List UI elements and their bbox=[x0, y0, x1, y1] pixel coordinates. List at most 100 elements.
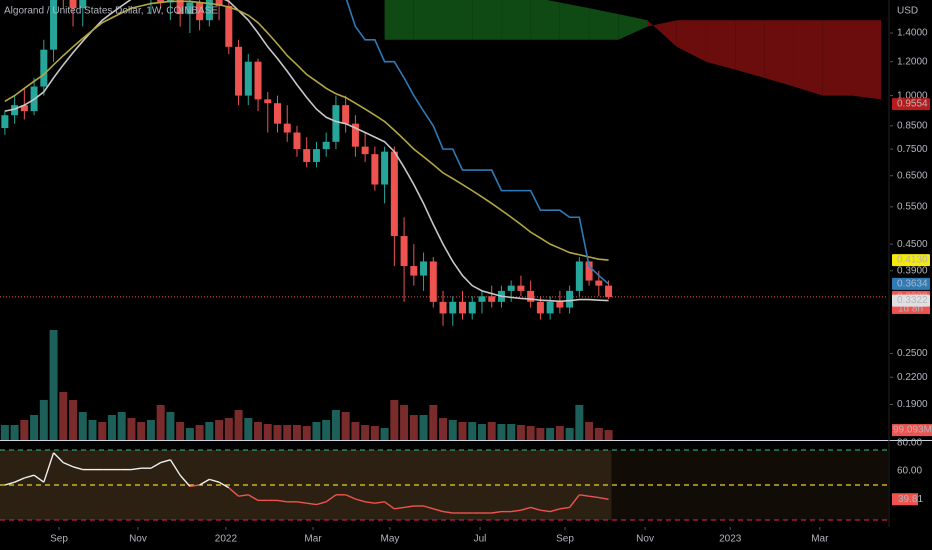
rsi-segment bbox=[579, 494, 590, 497]
candle-body bbox=[429, 261, 437, 302]
rsi-segment bbox=[43, 452, 55, 483]
volume-bar bbox=[370, 426, 379, 440]
rsi-badge-label: 39.81 bbox=[898, 494, 923, 505]
candle-body bbox=[50, 0, 58, 50]
volume-bar bbox=[205, 422, 214, 440]
candle-body bbox=[566, 290, 574, 308]
rsi-segment bbox=[63, 461, 74, 468]
volume-bar bbox=[156, 405, 165, 440]
price-pane bbox=[0, 0, 888, 440]
volume-bar bbox=[429, 405, 438, 440]
candle-body bbox=[196, 2, 204, 21]
volume-bar bbox=[146, 420, 155, 440]
candle-body bbox=[312, 149, 320, 162]
x-tick-label: Nov bbox=[129, 534, 147, 545]
price-badge bbox=[892, 277, 930, 290]
rsi-segment bbox=[559, 506, 570, 510]
volume-bar bbox=[341, 412, 350, 440]
candle-body bbox=[546, 301, 554, 314]
x-tick-label: May bbox=[381, 534, 400, 545]
volume-bar bbox=[69, 400, 78, 440]
x-tick-label: 2022 bbox=[215, 534, 238, 545]
volume-bar bbox=[604, 430, 613, 440]
candle-body bbox=[478, 296, 486, 302]
indicator-line bbox=[4, 0, 609, 303]
cloud bbox=[764, 20, 794, 87]
rsi-segment bbox=[442, 510, 453, 514]
volume-bar bbox=[507, 424, 516, 440]
price-badge bbox=[892, 98, 930, 111]
volume-bar bbox=[283, 425, 292, 440]
volume-bar bbox=[322, 420, 331, 440]
price-badge bbox=[892, 254, 930, 267]
rsi-segment bbox=[549, 508, 561, 513]
volume-bar bbox=[137, 422, 146, 440]
rsi-segment bbox=[491, 510, 502, 514]
volume-bar bbox=[477, 424, 486, 440]
volume-bar bbox=[487, 422, 496, 440]
cloud bbox=[384, 0, 414, 40]
volume-bar bbox=[594, 428, 603, 440]
candle-body bbox=[293, 132, 301, 150]
price-badge-label: 0.3322 bbox=[897, 295, 928, 306]
cloud bbox=[589, 8, 619, 40]
y-tick-label: 0.1900 bbox=[897, 399, 928, 410]
volume-bar bbox=[127, 418, 136, 440]
candle-body bbox=[488, 296, 496, 302]
rsi-segment bbox=[403, 505, 414, 509]
volume-bar bbox=[546, 428, 555, 440]
rsi-segment bbox=[169, 459, 181, 476]
rsi-segment bbox=[316, 501, 327, 506]
candle-body bbox=[410, 266, 418, 276]
candle-body bbox=[215, 0, 223, 6]
rsi-segment bbox=[189, 484, 200, 488]
volume-bar bbox=[224, 418, 233, 440]
candle-body bbox=[274, 103, 281, 124]
candle-body bbox=[303, 149, 311, 162]
countdown-badge bbox=[892, 302, 930, 314]
rsi-segment bbox=[306, 502, 317, 506]
candle-body bbox=[381, 151, 389, 185]
volume-bar bbox=[59, 392, 68, 440]
volume-bar bbox=[185, 428, 194, 440]
volume-bar bbox=[244, 418, 253, 440]
candle-body bbox=[244, 61, 252, 96]
y-tick-label: 0.2200 bbox=[897, 372, 928, 383]
candle-body bbox=[439, 301, 447, 314]
volume-bar bbox=[292, 425, 301, 440]
volume-bar bbox=[526, 426, 535, 440]
candle-body bbox=[605, 285, 613, 297]
candle-body bbox=[322, 141, 330, 150]
volume-bar bbox=[20, 420, 29, 440]
candle-body bbox=[332, 105, 340, 142]
volume-bar bbox=[390, 400, 399, 440]
rsi-tick-label: 60.00 bbox=[897, 466, 922, 477]
y-tick-label: 1.4000 bbox=[897, 28, 928, 39]
y-tick-label: 0.4500 bbox=[897, 239, 928, 250]
candle-body bbox=[11, 105, 19, 116]
cloud bbox=[793, 20, 823, 96]
rsi-segment bbox=[209, 478, 220, 483]
volume-bar bbox=[331, 410, 340, 440]
volume-bar bbox=[458, 422, 467, 440]
candle-body bbox=[1, 115, 9, 129]
rsi-segment bbox=[384, 501, 395, 510]
rsi-segment bbox=[345, 494, 356, 500]
currency-label: USD bbox=[897, 6, 918, 17]
rsi-segment bbox=[277, 499, 288, 503]
cloud bbox=[647, 20, 677, 47]
volume-bar bbox=[263, 424, 272, 440]
rsi-segment bbox=[247, 494, 259, 502]
y-tick-label: 0.3900 bbox=[897, 265, 928, 276]
volume-bar bbox=[30, 415, 39, 440]
rsi-segment bbox=[238, 494, 249, 497]
candle-body bbox=[420, 261, 428, 276]
x-tick-label: 2023 bbox=[719, 534, 742, 545]
volume-bar bbox=[0, 425, 9, 440]
cloud bbox=[413, 0, 444, 40]
candle-body bbox=[527, 290, 535, 302]
rsi-segment bbox=[530, 506, 541, 511]
volume-bar bbox=[555, 426, 564, 440]
rsi-segment bbox=[540, 509, 551, 513]
